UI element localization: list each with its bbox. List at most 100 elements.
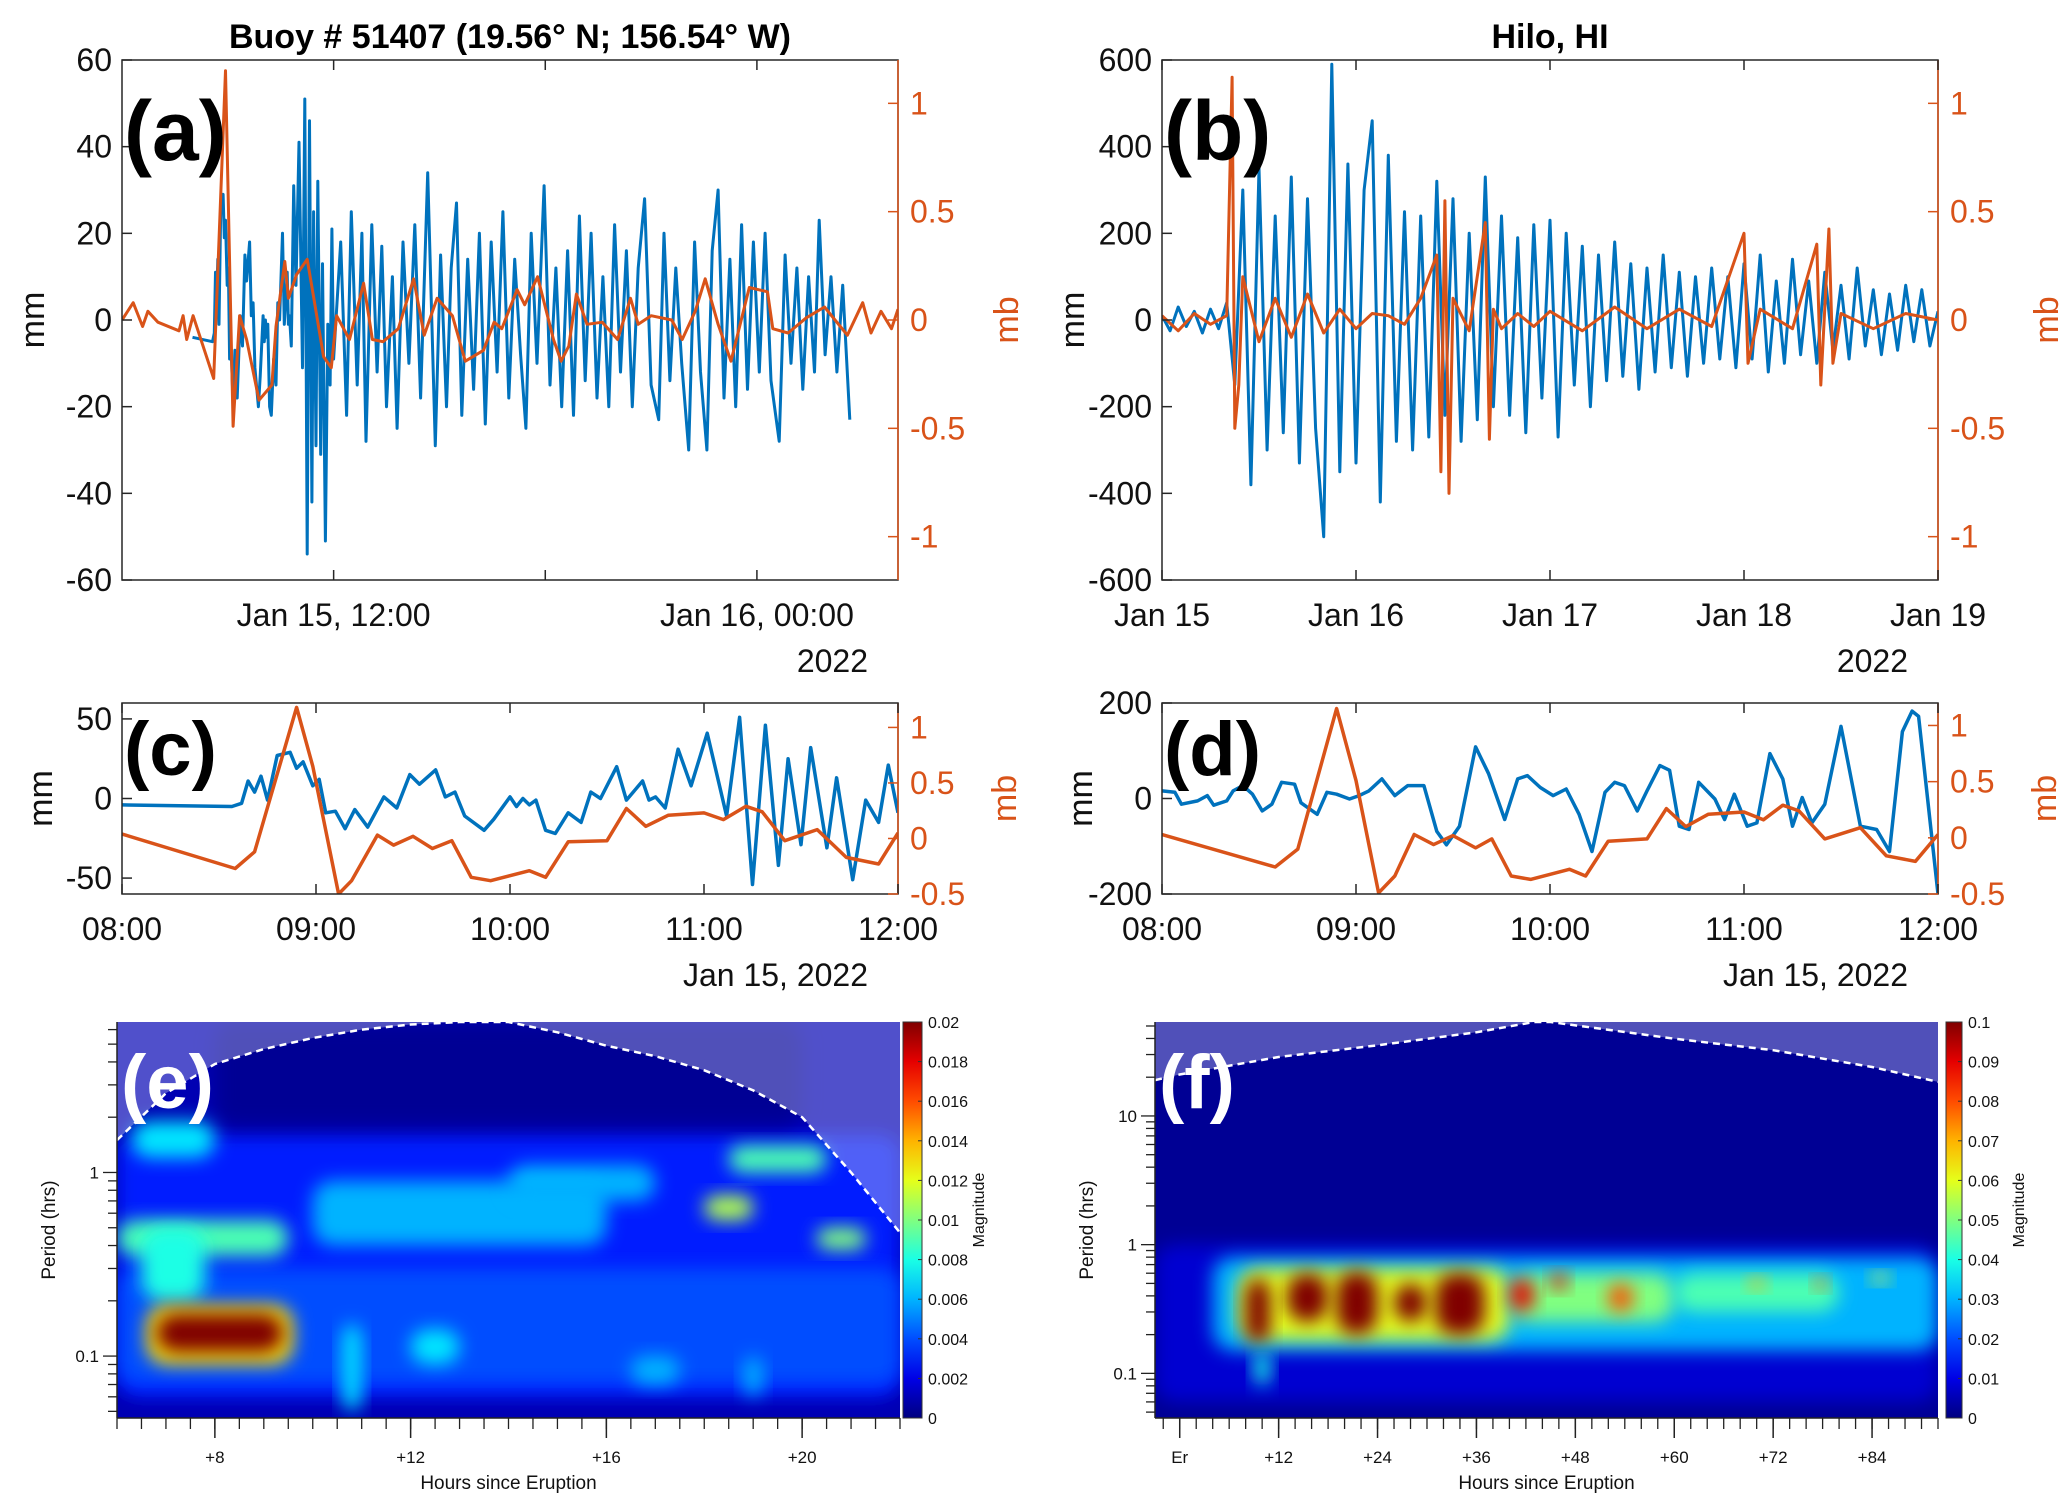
colorbar-tick-label: 0.002 bbox=[928, 1371, 968, 1388]
water-level-series-line bbox=[1162, 709, 1938, 894]
y-tick-label: 200 bbox=[1099, 215, 1152, 251]
x-tick-label: 08:00 bbox=[1122, 911, 1202, 947]
y-tick-label: 1 bbox=[90, 1163, 99, 1182]
y-axis-label-left: mm bbox=[1062, 770, 1100, 827]
y-right-tick-label: -0.5 bbox=[910, 410, 965, 446]
x-tick-label: +8 bbox=[205, 1448, 224, 1467]
y-axis-label-right: mb bbox=[2028, 296, 2066, 343]
heatmap-region bbox=[743, 1356, 763, 1397]
colorbar-tick-label: 0.01 bbox=[1968, 1371, 1999, 1388]
x-tick-label: +20 bbox=[788, 1448, 817, 1467]
panel-e: (e) +8 +12 +16 +20 Hours since Eruption 0.1 1 Pe… bbox=[39, 1015, 988, 1494]
colorbar-tick-label: 0.05 bbox=[1968, 1213, 1999, 1230]
x-secondary-label: Jan 15, 2022 bbox=[1723, 957, 1908, 993]
y-axis-label-right: mb bbox=[988, 296, 1026, 343]
y-right-tick-label: -0.5 bbox=[1950, 876, 2005, 912]
panel-label: (e) bbox=[121, 1040, 214, 1125]
y-tick-label: -400 bbox=[1088, 475, 1152, 511]
colorbar-tick-label: 0 bbox=[928, 1411, 937, 1428]
colorbar-tick-label: 0.07 bbox=[1968, 1134, 1999, 1151]
water-level-series-line bbox=[192, 97, 852, 556]
colorbar-tick-label: 0.03 bbox=[1968, 1292, 1999, 1309]
colorbar-tick-label: 0.016 bbox=[928, 1094, 968, 1111]
cone-of-influence-shade bbox=[1155, 1022, 1938, 1082]
heatmap-region bbox=[1286, 1273, 1329, 1323]
heatmap-region bbox=[816, 1227, 866, 1250]
heatmap-region bbox=[1245, 1278, 1271, 1344]
heatmap-region bbox=[1674, 1273, 1840, 1312]
x-tick-label: Jan 18 bbox=[1696, 597, 1792, 633]
y-right-tick-label: 1 bbox=[1950, 707, 1968, 743]
y-right-tick-label: 0.5 bbox=[910, 765, 954, 801]
y-axis-label-left: mm bbox=[14, 292, 52, 349]
x-tick-label: Er bbox=[1171, 1448, 1188, 1467]
x-tick-label: 11:00 bbox=[665, 911, 743, 947]
y-right-tick-label: 0.5 bbox=[1950, 194, 1994, 230]
cone-of-influence-line bbox=[117, 1022, 900, 1234]
y-right-tick-label: 0.5 bbox=[1950, 764, 1994, 800]
colorbar-tick-label: 0.1 bbox=[1968, 1015, 1990, 1032]
heatmap-region bbox=[1394, 1283, 1427, 1323]
y-right-tick-label: 0 bbox=[1950, 302, 1968, 338]
colorbar-tick-label: 0.08 bbox=[1968, 1094, 1999, 1111]
heatmap-region bbox=[1253, 1350, 1271, 1386]
y-tick-label: -20 bbox=[66, 389, 112, 425]
y-tick-label: -50 bbox=[66, 860, 112, 896]
x-tick-label: +72 bbox=[1759, 1448, 1788, 1467]
heatmap-region bbox=[117, 1268, 900, 1385]
x-tick-label: Jan 16, 00:00 bbox=[660, 597, 854, 633]
y-tick-label: 200 bbox=[1099, 685, 1152, 721]
x-axis-label: Hours since Eruption bbox=[1458, 1473, 1634, 1494]
y-tick-label: 0.1 bbox=[1113, 1364, 1137, 1383]
y-tick-label: 0 bbox=[1134, 781, 1152, 817]
colorbar-tick-label: 0.06 bbox=[1968, 1173, 1999, 1190]
heatmap-region bbox=[1435, 1273, 1485, 1335]
x-tick-label: +84 bbox=[1858, 1448, 1887, 1467]
x-tick-label: 12:00 bbox=[1898, 911, 1978, 947]
x-secondary-label: 2022 bbox=[797, 643, 868, 679]
colorbar-tick-label: 0.004 bbox=[928, 1332, 968, 1349]
y-right-tick-label: 0 bbox=[910, 820, 928, 856]
y-tick-label: -40 bbox=[66, 475, 112, 511]
colorbar-tick-label: 0.04 bbox=[1968, 1253, 1999, 1270]
panel-a: Jan 15, 12:00 Jan 16, 00:00 2022 60 40 20 0 -20… bbox=[14, 18, 1026, 679]
heatmap-region bbox=[141, 1227, 206, 1301]
colorbar-label: Magnitude bbox=[971, 1173, 988, 1248]
heatmap-region bbox=[1748, 1278, 1765, 1290]
heatmap-region bbox=[1336, 1271, 1378, 1335]
heatmap-region bbox=[342, 1323, 362, 1412]
colorbar-tick-label: 0.014 bbox=[928, 1134, 968, 1151]
series-group bbox=[1162, 62, 1938, 539]
y-tick-label: 60 bbox=[76, 42, 112, 78]
y-tick-label: 0 bbox=[1134, 302, 1152, 338]
y-axis-label-left: mm bbox=[22, 770, 60, 827]
water-level-series-line bbox=[122, 715, 898, 887]
x-secondary-label: 2022 bbox=[1837, 643, 1908, 679]
x-secondary-label: Jan 15, 2022 bbox=[683, 957, 868, 993]
colorbar-tick-label: 0.02 bbox=[928, 1015, 959, 1032]
y-axis-label-right: mb bbox=[986, 775, 1024, 822]
heatmap-region bbox=[1608, 1283, 1634, 1312]
x-tick-label: +12 bbox=[1264, 1448, 1293, 1467]
heatmap-region bbox=[1509, 1273, 1675, 1323]
y-tick-label: 0.1 bbox=[75, 1347, 99, 1366]
y-tick-label: 1 bbox=[1128, 1236, 1137, 1255]
x-tick-label: 10:00 bbox=[470, 911, 550, 947]
colorbar-tick-label: 0.09 bbox=[1968, 1055, 1999, 1072]
panel-d: 08:00 09:00 10:00 11:00 12:00 Jan 15, 2022 200… bbox=[1062, 685, 2064, 993]
y-tick-label: 600 bbox=[1099, 42, 1152, 78]
series-group bbox=[122, 705, 898, 894]
scalogram-heatmap bbox=[1155, 1022, 1938, 1418]
panel-title: Hilo, HI bbox=[1491, 18, 1608, 56]
heatmap-region bbox=[1550, 1273, 1568, 1290]
heatmap-region bbox=[508, 1164, 656, 1201]
colorbar-tick-label: 0.008 bbox=[928, 1253, 968, 1270]
heatmap-region bbox=[728, 1145, 827, 1173]
colorbar-tick-label: 0.01 bbox=[928, 1213, 959, 1230]
colorbar-tick-label: 0 bbox=[1968, 1411, 1977, 1428]
series-group bbox=[122, 69, 898, 556]
x-tick-label: +12 bbox=[396, 1448, 425, 1467]
cone-of-influence-shade bbox=[117, 1022, 900, 1233]
heatmap-region bbox=[1509, 1278, 1535, 1312]
y-right-tick-label: 0.5 bbox=[910, 194, 954, 230]
